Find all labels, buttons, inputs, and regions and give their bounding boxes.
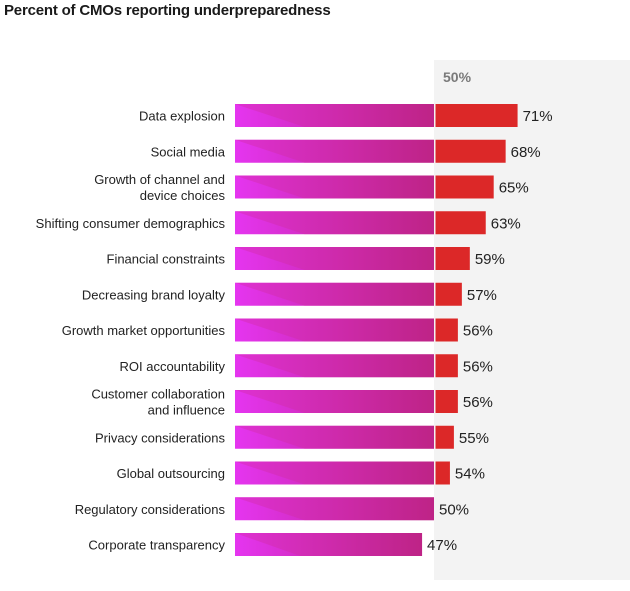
category-label: device choices bbox=[140, 188, 226, 203]
bar-above-reference bbox=[435, 461, 450, 485]
bar-above-reference bbox=[435, 318, 458, 342]
value-label: 56% bbox=[463, 394, 493, 411]
bar bbox=[235, 104, 434, 127]
category-label: Shifting consumer demographics bbox=[36, 216, 226, 231]
bar-row: 56% ROI accountability bbox=[120, 354, 493, 378]
value-label: 59% bbox=[475, 251, 505, 268]
bar-above-reference bbox=[435, 139, 506, 163]
bar-above-reference bbox=[435, 104, 518, 127]
category-label: and influence bbox=[148, 403, 225, 418]
bar-shading bbox=[235, 175, 434, 199]
bar-shading bbox=[235, 425, 434, 449]
bar-row: 71% Data explosion bbox=[139, 104, 553, 127]
value-label: 57% bbox=[467, 287, 497, 304]
reference-label: 50% bbox=[443, 69, 472, 85]
value-label: 56% bbox=[463, 358, 493, 375]
category-label: ROI accountability bbox=[120, 359, 226, 374]
bar-row: 59% Financial constraints bbox=[107, 247, 505, 270]
bar bbox=[235, 390, 434, 413]
bar bbox=[235, 282, 434, 306]
category-label: Global outsourcing bbox=[117, 466, 225, 481]
bar-row: 55% Privacy considerations bbox=[95, 425, 489, 449]
bar bbox=[235, 318, 434, 342]
bar-shading bbox=[235, 139, 434, 163]
bar-row: 50% Regulatory considerations bbox=[75, 497, 469, 521]
bar bbox=[235, 533, 423, 556]
bar-above-reference bbox=[435, 211, 486, 235]
category-label: Growth market opportunities bbox=[62, 323, 226, 338]
bar-shading bbox=[235, 461, 434, 485]
bar-row: 54% Global outsourcing bbox=[117, 461, 485, 485]
bar-shading bbox=[235, 533, 423, 556]
category-label: Data explosion bbox=[139, 109, 225, 124]
bar-row: 63% Shifting consumer demographics bbox=[36, 211, 521, 235]
bar-above-reference bbox=[435, 282, 462, 306]
bar bbox=[235, 247, 434, 270]
bar-shading bbox=[235, 318, 434, 342]
category-label: Regulatory considerations bbox=[75, 502, 226, 517]
value-label: 54% bbox=[455, 466, 485, 483]
category-label: Social media bbox=[151, 144, 226, 159]
bar-shading bbox=[235, 211, 434, 235]
value-label: 47% bbox=[427, 537, 457, 554]
value-label: 63% bbox=[491, 215, 521, 232]
bars-group: 71% Data explosion 68% Social media 65% Growt… bbox=[36, 104, 553, 556]
bar-row: 57% Decreasing brand loyalty bbox=[82, 282, 497, 306]
bar-above-reference bbox=[435, 425, 454, 449]
bar bbox=[235, 354, 434, 378]
bar-shading bbox=[235, 104, 434, 127]
value-label: 56% bbox=[463, 323, 493, 340]
value-label: 71% bbox=[523, 108, 553, 125]
bar-above-reference bbox=[435, 390, 458, 413]
bar bbox=[235, 139, 434, 163]
bar-above-reference bbox=[435, 247, 470, 270]
value-label: 68% bbox=[511, 144, 541, 161]
value-label: 65% bbox=[499, 180, 529, 197]
category-label: Corporate transparency bbox=[88, 538, 225, 553]
category-label: Customer collaboration bbox=[91, 387, 225, 402]
category-label: Decreasing brand loyalty bbox=[82, 287, 226, 302]
category-label: Growth of channel and bbox=[94, 172, 225, 187]
bar-row: 68% Social media bbox=[151, 139, 541, 163]
bar-above-reference bbox=[435, 354, 458, 378]
bar-above-reference bbox=[435, 175, 494, 199]
bar bbox=[235, 211, 434, 235]
bar bbox=[235, 461, 434, 485]
bar bbox=[235, 175, 434, 199]
bar bbox=[235, 497, 434, 521]
bar-shading bbox=[235, 497, 434, 521]
chart-title: Percent of CMOs reporting underpreparedn… bbox=[4, 2, 331, 19]
category-label: Financial constraints bbox=[107, 252, 226, 267]
bar-row: 47% Corporate transparency bbox=[88, 533, 457, 556]
bar-row: 56% Growth market opportunities bbox=[62, 318, 493, 342]
value-label: 50% bbox=[439, 501, 469, 518]
bar-shading bbox=[235, 282, 434, 306]
value-label: 55% bbox=[459, 430, 489, 447]
bar-shading bbox=[235, 247, 434, 270]
bar bbox=[235, 425, 434, 449]
category-label: Privacy considerations bbox=[95, 430, 226, 445]
bar-shading bbox=[235, 390, 434, 413]
bar-shading bbox=[235, 354, 434, 378]
